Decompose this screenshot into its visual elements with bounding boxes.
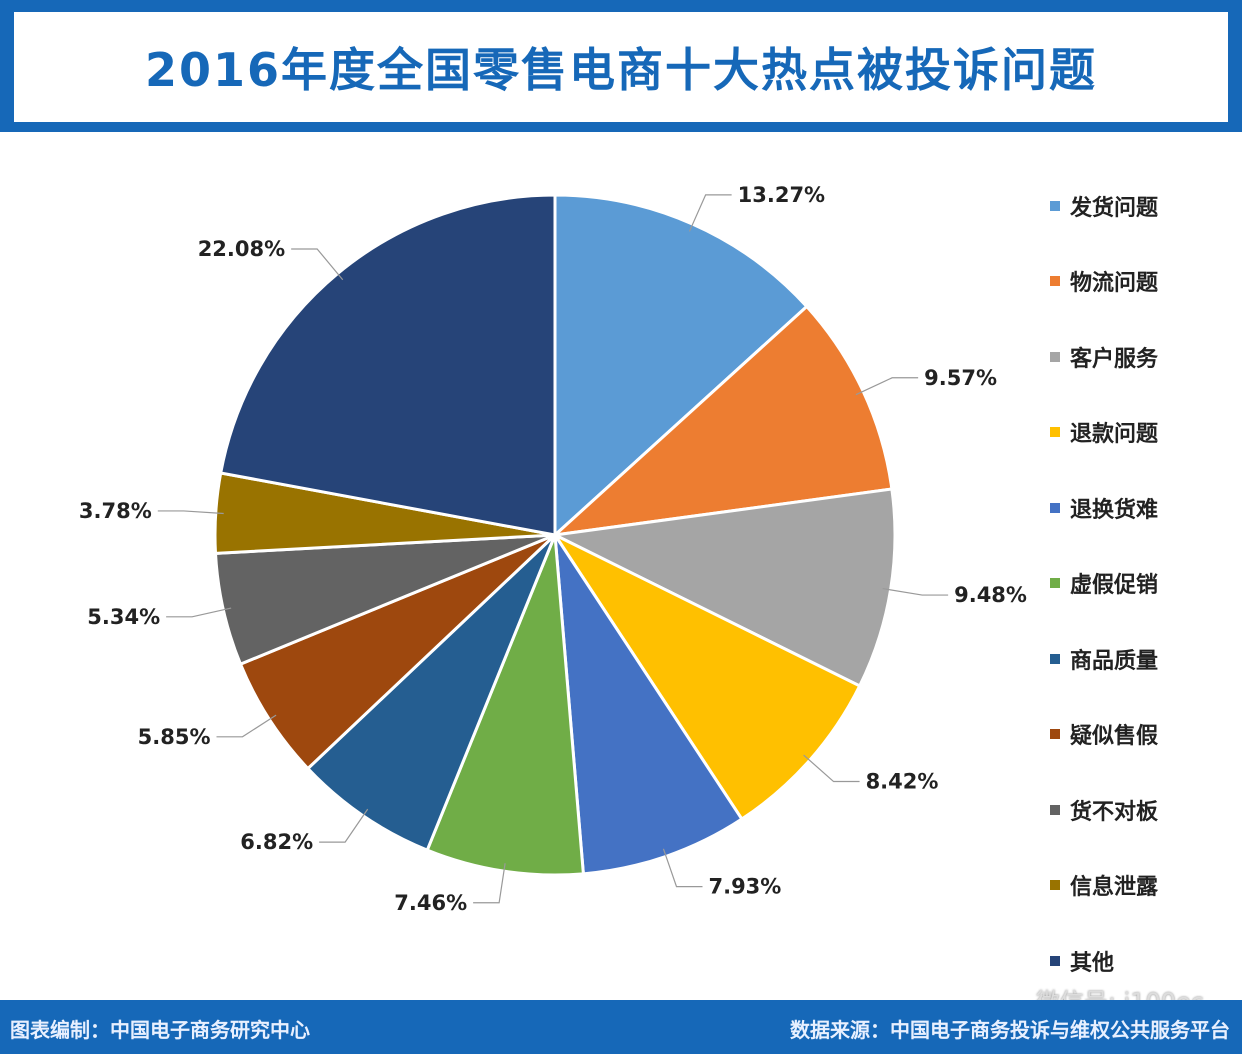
- legend-item: 信息泄露: [1050, 848, 1158, 924]
- leader-line-3: [803, 754, 860, 783]
- legend-swatch: [1050, 578, 1060, 589]
- data-label-2: 9.48%: [954, 583, 1027, 607]
- data-label-1: 9.57%: [924, 366, 997, 390]
- legend-item: 商品质量: [1050, 621, 1158, 697]
- leader-line-10: [291, 248, 344, 281]
- data-label-9: 3.78%: [79, 499, 152, 523]
- chart-title: 2016年度全国零售电商十大热点被投诉问题: [144, 43, 1098, 97]
- legend-item: 虚假促销: [1050, 546, 1158, 622]
- legend-label: 客户服务: [1070, 346, 1159, 372]
- legend-label: 退换货难: [1070, 497, 1159, 523]
- legend-swatch: [1050, 502, 1060, 513]
- legend-swatch: [1050, 955, 1060, 966]
- legend-item: 货不对板: [1050, 772, 1158, 848]
- legend-label: 退款问题: [1070, 422, 1159, 448]
- leader-line-0: [688, 194, 732, 232]
- legend-label: 信息泄露: [1070, 875, 1159, 901]
- legend-label: 物流问题: [1070, 271, 1159, 297]
- legend-swatch: [1050, 351, 1060, 362]
- leader-line-8: [166, 607, 232, 618]
- leader-line-4: [662, 848, 703, 888]
- legend-item: 疑似售假: [1050, 697, 1158, 773]
- data-label-7: 5.85%: [138, 725, 211, 749]
- legend-label: 疑似售假: [1070, 724, 1159, 750]
- data-label-3: 8.42%: [866, 770, 939, 794]
- leader-line-7: [216, 714, 277, 738]
- legend-item: 物流问题: [1050, 244, 1158, 320]
- legend-label: 虚假促销: [1070, 573, 1159, 599]
- legend-swatch: [1050, 276, 1060, 287]
- footer-source: 数据来源：中国电子商务投诉与维权公共服务平台: [790, 1018, 1230, 1042]
- legend: 发货问题物流问题客户服务退款问题退换货难虚假促销商品质量疑似售假货不对板信息泄露…: [1050, 168, 1158, 999]
- legend-item: 客户服务: [1050, 319, 1158, 395]
- legend-swatch: [1050, 200, 1060, 211]
- legend-label: 货不对板: [1070, 799, 1159, 825]
- data-label-0: 13.27%: [738, 183, 825, 207]
- pie-chart: 13.27% 9.57% 9.48% 8.42% 7.93% 7.46% 6.82% 5.85…: [79, 183, 1027, 915]
- legend-swatch: [1050, 653, 1060, 664]
- legend-item: 退款问题: [1050, 395, 1158, 471]
- title-box: 2016年度全国零售电商十大热点被投诉问题: [14, 12, 1228, 122]
- data-label-8: 5.34%: [87, 605, 160, 629]
- legend-item: 退换货难: [1050, 470, 1158, 546]
- leader-line-1: [855, 377, 919, 396]
- header-band: 2016年度全国零售电商十大热点被投诉问题: [0, 0, 1242, 132]
- legend-item: 发货问题: [1050, 168, 1158, 244]
- data-label-5: 7.46%: [394, 891, 467, 915]
- legend-swatch: [1050, 427, 1060, 438]
- data-label-4: 7.93%: [708, 875, 781, 899]
- legend-swatch: [1050, 729, 1060, 740]
- leader-line-6: [319, 808, 369, 843]
- leader-line-9: [157, 510, 224, 515]
- legend-label: 商品质量: [1070, 648, 1159, 674]
- leader-line-2: [882, 587, 949, 596]
- legend-label: 其他: [1070, 950, 1115, 976]
- footer-band: 图表编制：中国电子商务研究中心 数据来源：中国电子商务投诉与维权公共服务平台: [0, 1000, 1242, 1054]
- legend-item: 其他: [1050, 923, 1158, 999]
- footer-credit: 图表编制：中国电子商务研究中心: [10, 1018, 310, 1042]
- data-label-10: 22.08%: [198, 237, 285, 261]
- leader-line-5: [473, 863, 506, 904]
- legend-swatch: [1050, 880, 1060, 891]
- data-label-6: 6.82%: [240, 830, 313, 854]
- legend-label: 发货问题: [1070, 195, 1159, 221]
- legend-swatch: [1050, 804, 1060, 815]
